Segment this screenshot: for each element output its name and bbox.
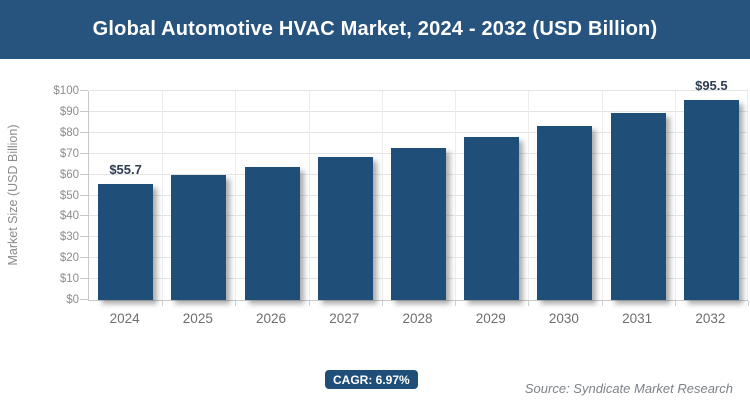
bar-2031 xyxy=(610,113,666,300)
x-axis-tick xyxy=(528,301,529,306)
x-axis-tick xyxy=(382,301,383,306)
x-axis-tick xyxy=(309,301,310,306)
y-axis-tick xyxy=(80,152,88,154)
vertical-gridline xyxy=(747,91,748,300)
vertical-gridline xyxy=(235,91,236,300)
bar-2028 xyxy=(391,147,446,300)
y-axis-title: Market Size (USD Billion) xyxy=(6,124,20,266)
bar-2027 xyxy=(317,157,373,300)
vertical-gridline xyxy=(455,91,456,300)
x-axis-label: 2024 xyxy=(109,311,140,326)
x-axis-tick xyxy=(162,301,163,306)
bar-2025 xyxy=(171,175,227,300)
x-axis-tick xyxy=(455,301,456,306)
plot-area: $0 $10 $20 $30 $40 $50 $60 $70 $80 $90 $100 $55.7 $9… xyxy=(53,78,749,306)
y-axis-tick xyxy=(80,90,88,91)
vertical-gridline xyxy=(528,91,529,300)
chart-title-bar: Global Automotive HVAC Market, 2024 - 20… xyxy=(0,0,750,59)
horizontal-gridline xyxy=(89,110,748,112)
y-axis-tick-label: $80 xyxy=(59,126,79,139)
y-axis-tick xyxy=(80,131,88,133)
bar-value-label: $55.7 xyxy=(109,161,142,177)
bar-2032 xyxy=(683,100,739,300)
bar-2024 xyxy=(98,183,154,300)
x-axis-label: 2031 xyxy=(622,311,653,326)
y-axis-tick xyxy=(80,110,88,112)
x-axis-label: 2026 xyxy=(256,311,287,326)
y-axis-tick-label: $100 xyxy=(53,85,79,97)
vertical-gridline xyxy=(309,91,310,300)
x-axis-tick xyxy=(235,301,236,306)
x-axis-label: 2030 xyxy=(548,311,579,326)
y-axis-tick xyxy=(80,236,88,238)
horizontal-gridline xyxy=(89,131,748,133)
x-axis-label: 2025 xyxy=(182,311,213,326)
y-axis-tick xyxy=(80,173,88,175)
bar-2029 xyxy=(464,136,520,300)
y-axis-tick-label: $70 xyxy=(59,147,79,160)
bar-2026 xyxy=(244,166,300,300)
y-axis-tick xyxy=(80,257,88,259)
x-axis-label: 2029 xyxy=(475,311,506,326)
bar-value-label: $95.5 xyxy=(695,78,728,94)
y-axis-tick-label: $10 xyxy=(59,273,79,286)
vertical-gridline xyxy=(602,91,603,300)
vertical-gridline xyxy=(675,91,676,300)
x-axis-tick xyxy=(602,301,603,306)
chart-title: Global Automotive HVAC Market, 2024 - 20… xyxy=(92,18,658,40)
source-attribution: Source: Syndicate Market Research xyxy=(524,381,733,396)
y-axis-tick-label: $0 xyxy=(66,294,79,306)
y-axis-tick-label: $20 xyxy=(59,252,79,265)
bar-2030 xyxy=(537,125,593,300)
y-axis-tick-label: $30 xyxy=(59,231,79,244)
x-axis-tick xyxy=(675,301,676,306)
vertical-gridline xyxy=(382,91,383,300)
y-axis-tick xyxy=(80,194,88,196)
y-axis-tick xyxy=(80,215,88,217)
y-axis-tick xyxy=(80,299,88,300)
x-axis-label: 2032 xyxy=(695,311,726,326)
y-axis-tick-label: $50 xyxy=(59,189,79,202)
y-axis-tick-label: $40 xyxy=(59,210,79,223)
cagr-badge: CAGR: 6.97% xyxy=(325,370,418,389)
x-axis-tick xyxy=(748,301,749,306)
horizontal-gridline xyxy=(89,90,748,91)
y-axis-tick xyxy=(80,278,88,280)
x-axis-label: 2027 xyxy=(329,311,360,326)
x-axis-label: 2028 xyxy=(402,311,433,326)
y-axis-tick-label: $90 xyxy=(59,105,79,118)
vertical-gridline xyxy=(162,91,163,300)
y-axis-tick-label: $60 xyxy=(59,168,79,181)
